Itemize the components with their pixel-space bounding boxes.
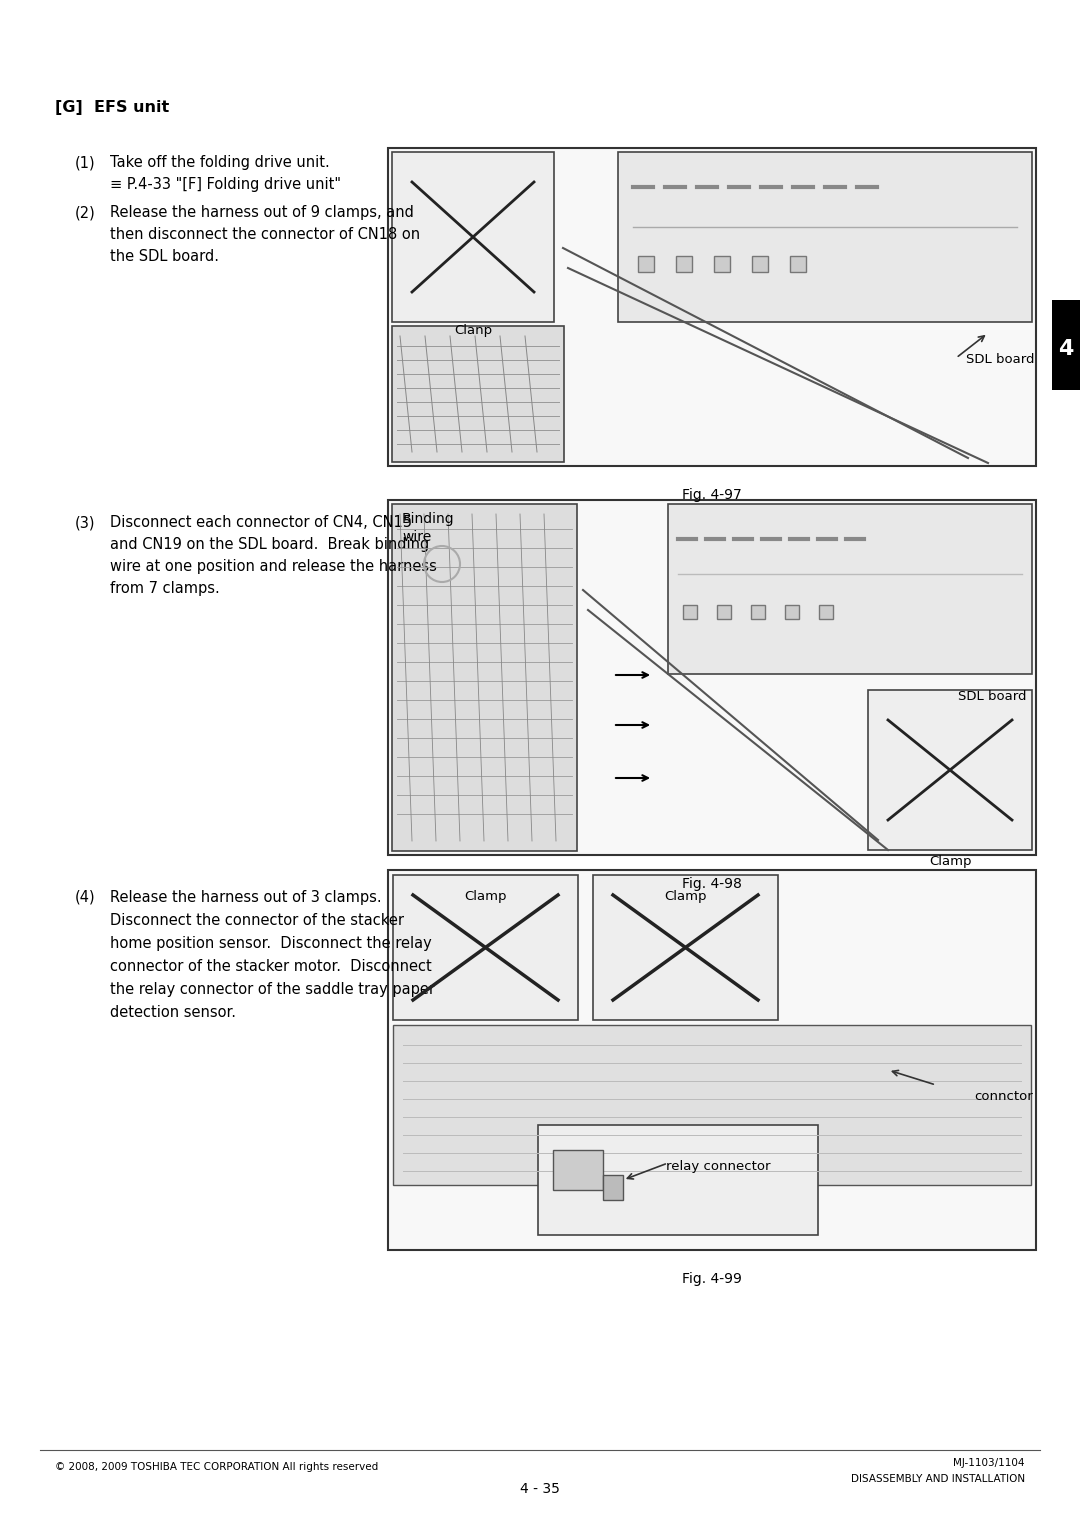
Text: Clanp: Clanp	[454, 324, 492, 337]
Text: then disconnect the connector of CN18 on: then disconnect the connector of CN18 on	[110, 228, 420, 241]
Text: wire at one position and release the harness: wire at one position and release the har…	[110, 559, 437, 574]
Text: ≡ P.4-33 "[F] Folding drive unit": ≡ P.4-33 "[F] Folding drive unit"	[110, 177, 341, 192]
Text: (2): (2)	[75, 205, 96, 220]
Bar	[717, 605, 731, 618]
Bar	[669, 504, 1032, 673]
Bar	[388, 870, 1036, 1251]
Bar	[714, 257, 730, 272]
Bar	[538, 1125, 818, 1235]
Text: [G]  EFS unit: [G] EFS unit	[55, 99, 170, 115]
Bar	[593, 875, 778, 1020]
Text: SDL board: SDL board	[959, 690, 1027, 702]
Text: Release the harness out of 3 clamps.: Release the harness out of 3 clamps.	[110, 890, 381, 906]
Text: SDL board: SDL board	[966, 353, 1034, 366]
Bar	[638, 257, 654, 272]
Bar	[553, 1150, 603, 1190]
Text: Disconnect each connector of CN4, CN15: Disconnect each connector of CN4, CN15	[110, 515, 411, 530]
Text: Binding
wire: Binding wire	[402, 512, 455, 545]
Text: Disconnect the connector of the stacker: Disconnect the connector of the stacker	[110, 913, 404, 928]
Text: Clamp: Clamp	[464, 890, 507, 902]
Text: Fig. 4-97: Fig. 4-97	[683, 489, 742, 502]
Text: Clamp: Clamp	[664, 890, 706, 902]
Text: relay connector: relay connector	[665, 1161, 770, 1173]
Text: and CN19 on the SDL board.  Break binding: and CN19 on the SDL board. Break binding	[110, 538, 429, 551]
Bar	[1052, 299, 1080, 389]
Bar	[676, 257, 692, 272]
Bar	[603, 1174, 623, 1200]
Text: the relay connector of the saddle tray paper: the relay connector of the saddle tray p…	[110, 982, 435, 997]
Text: Fig. 4-98: Fig. 4-98	[683, 876, 742, 890]
Text: connector of the stacker motor.  Disconnect: connector of the stacker motor. Disconne…	[110, 959, 432, 974]
Bar	[388, 499, 1036, 855]
Text: (3): (3)	[75, 515, 95, 530]
Bar	[393, 1025, 1031, 1185]
Text: Release the harness out of 9 clamps, and: Release the harness out of 9 clamps, and	[110, 205, 414, 220]
Text: detection sensor.: detection sensor.	[110, 1005, 237, 1020]
Bar	[393, 875, 578, 1020]
Bar	[392, 153, 554, 322]
Bar	[789, 257, 806, 272]
Text: (4): (4)	[75, 890, 96, 906]
Text: Take off the folding drive unit.: Take off the folding drive unit.	[110, 156, 329, 169]
Text: 4: 4	[1058, 339, 1074, 359]
Text: DISASSEMBLY AND INSTALLATION: DISASSEMBLY AND INSTALLATION	[851, 1474, 1025, 1484]
Bar	[752, 257, 768, 272]
Bar	[388, 148, 1036, 466]
Text: Fig. 4-99: Fig. 4-99	[683, 1272, 742, 1286]
Bar	[618, 153, 1032, 322]
Text: 4 - 35: 4 - 35	[521, 1483, 559, 1496]
Text: (1): (1)	[75, 156, 96, 169]
Bar	[392, 504, 577, 851]
Bar	[683, 605, 697, 618]
Text: home position sensor.  Disconnect the relay: home position sensor. Disconnect the rel…	[110, 936, 432, 951]
Text: connctor: connctor	[974, 1090, 1032, 1102]
Bar	[785, 605, 799, 618]
Bar	[392, 325, 564, 463]
Text: the SDL board.: the SDL board.	[110, 249, 219, 264]
Bar	[751, 605, 765, 618]
Bar	[868, 690, 1032, 851]
Bar	[819, 605, 833, 618]
Text: Clamp: Clamp	[929, 855, 971, 867]
Text: from 7 clamps.: from 7 clamps.	[110, 580, 219, 596]
Text: MJ-1103/1104: MJ-1103/1104	[954, 1458, 1025, 1467]
Text: © 2008, 2009 TOSHIBA TEC CORPORATION All rights reserved: © 2008, 2009 TOSHIBA TEC CORPORATION All…	[55, 1461, 378, 1472]
